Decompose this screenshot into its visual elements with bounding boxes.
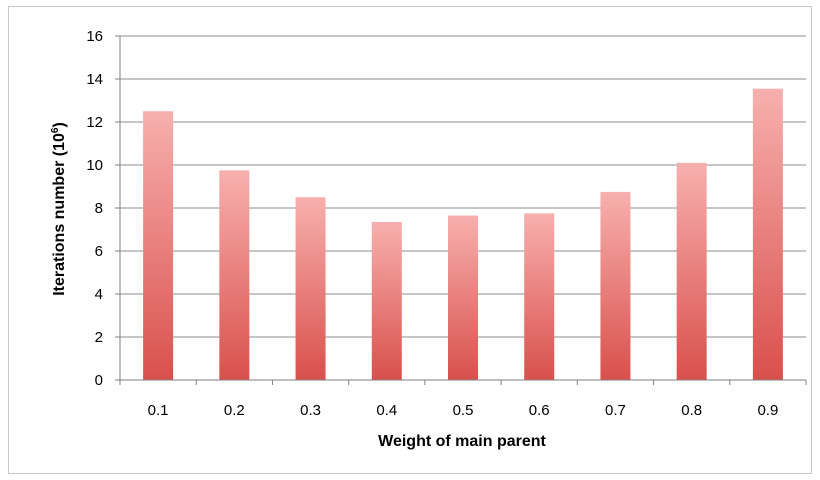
bar-0.3 (295, 197, 326, 380)
y-axis-title: Iterations number (106) (50, 122, 68, 296)
bar-0.9 (752, 88, 783, 381)
x-tick-label: 0.3 (300, 402, 321, 419)
axes (115, 35, 807, 385)
x-tick-labels: 0.1 0.2 0.3 0.4 0.5 0.6 0.7 0.8 0.9 (148, 402, 779, 419)
y-tick-label: 0 (95, 372, 103, 389)
bar-0.6 (524, 213, 555, 380)
x-tick-label: 0.6 (529, 402, 550, 419)
y-tick-label: 2 (95, 329, 103, 346)
bar-0.2 (219, 170, 250, 380)
x-axis-title: Weight of main parent (378, 433, 546, 450)
bars (143, 88, 783, 381)
x-tick-label: 0.1 (148, 402, 169, 419)
bar-0.8 (676, 162, 707, 380)
y-axis-title-exponent: 6 (50, 127, 61, 133)
x-tick-label: 0.7 (605, 402, 626, 419)
x-tick-label: 0.4 (376, 402, 397, 419)
y-tick-label: 6 (95, 243, 103, 260)
y-tick-label: 10 (86, 157, 103, 174)
bar-0.7 (600, 191, 631, 380)
bar-0.4 (371, 221, 402, 380)
bar-0.5 (448, 215, 478, 380)
y-axis-title-suffix: ) (51, 122, 68, 127)
x-tick-label: 0.9 (757, 402, 778, 419)
y-tick-labels: 0 2 4 6 8 10 12 14 16 (86, 28, 103, 389)
y-axis-title-main: Iterations number (10 (51, 133, 68, 296)
x-tick-label: 0.2 (224, 402, 245, 419)
y-tick-label: 16 (86, 28, 103, 45)
x-tick-label: 0.8 (681, 402, 702, 419)
y-tick-label: 14 (86, 71, 103, 88)
bar-0.1 (143, 111, 174, 380)
x-tick-label: 0.5 (453, 402, 474, 419)
y-tick-label: 12 (86, 114, 103, 131)
y-tick-label: 8 (95, 200, 103, 217)
y-tick-label: 4 (95, 286, 103, 303)
